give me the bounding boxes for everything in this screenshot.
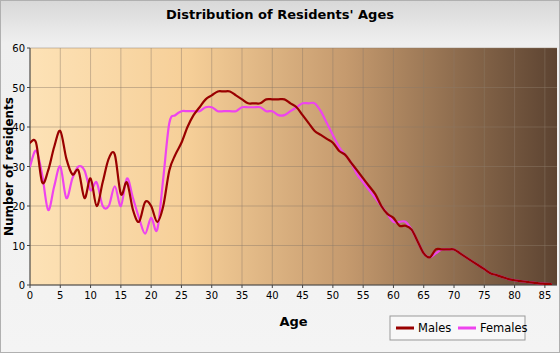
x-tick-label: 0 [27,290,33,301]
x-tick-label: 40 [266,290,279,301]
grid-line [272,48,273,285]
grid-line [211,48,212,285]
x-tick-label: 35 [236,290,249,301]
grid-line [90,48,91,285]
grid-line [242,48,243,285]
x-tick-label: 30 [205,290,218,301]
tick [423,285,424,288]
tick [27,127,30,128]
x-tick-label: 15 [114,290,127,301]
x-tick-label: 55 [357,290,370,301]
tick [27,166,30,167]
legend-label: Males [418,321,451,335]
data-group [30,91,551,284]
tick [484,285,485,288]
y-axis-label: Number of residents [2,97,16,236]
tick [151,285,152,288]
background [1,1,560,353]
plot-area [30,48,557,285]
x-tick-label: 70 [448,290,461,301]
grid-line [423,48,424,285]
tick [120,285,121,288]
grid-line [30,285,557,286]
legend-swatch [458,327,476,330]
grid-line [514,48,515,285]
tick [27,245,30,246]
tick [514,285,515,288]
grid-line [181,48,182,285]
grid-line [484,48,485,285]
y-tick-label: 10 [12,241,25,252]
x-tick-label: 60 [387,290,400,301]
x-tick-label: 50 [327,290,340,301]
tick [332,285,333,288]
grid-line [30,166,557,167]
grid-line [363,48,364,285]
x-tick-label: 10 [84,290,97,301]
tick [242,285,243,288]
tick [454,285,455,288]
tick [90,285,91,288]
x-axis-label: Age [279,314,307,329]
y-tick-label: 50 [12,83,25,94]
x-tick-label: 25 [175,290,188,301]
series-line [30,103,551,284]
grid-line [544,48,545,285]
tick [27,206,30,207]
tick [272,285,273,288]
x-tick-label: 75 [478,290,491,301]
legend-label: Females [480,321,528,335]
y-tick-label: 0 [19,280,25,291]
grid-line [393,48,394,285]
grid-line [30,87,557,88]
x-tick-label: 5 [57,290,63,301]
legend-swatch [396,327,414,330]
tick [211,285,212,288]
y-tick-label: 60 [12,43,25,54]
x-tick-label: 85 [539,290,552,301]
tick [27,87,30,88]
grid-line [120,48,121,285]
x-axis [30,285,557,286]
chart: Distribution of Residents' Ages 0 10 20 30 40… [0,0,560,353]
title: Distribution of Residents' Ages [166,7,394,22]
x-tick-label: 65 [417,290,430,301]
x-tick-label: 20 [145,290,158,301]
series-line [30,91,551,284]
grid-line [332,48,333,285]
grid-line [30,245,557,246]
grid-line [30,127,557,128]
grid-line [302,48,303,285]
grid-line [151,48,152,285]
grid-line [30,48,557,49]
tick [181,285,182,288]
tick [27,48,30,49]
tick [30,285,31,288]
tick [302,285,303,288]
x-tick-label: 80 [508,290,521,301]
x-tick-label: 45 [296,290,309,301]
tick [544,285,545,288]
tick [60,285,61,288]
tick [393,285,394,288]
tick [363,285,364,288]
